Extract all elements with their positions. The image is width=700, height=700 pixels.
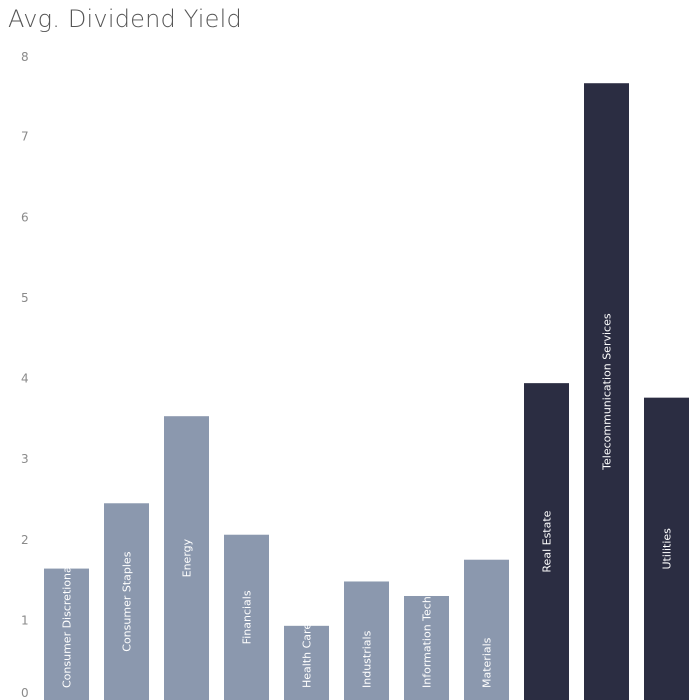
y-tick-label: 8 xyxy=(21,50,29,64)
bars-group xyxy=(44,83,689,700)
bar-category-label: Industrials xyxy=(361,630,374,688)
bar-category-label: Utilities xyxy=(661,528,674,570)
bar[interactable] xyxy=(284,625,329,700)
bar[interactable] xyxy=(224,534,269,700)
y-tick-label: 0 xyxy=(21,686,29,700)
y-tick-label: 6 xyxy=(21,210,29,224)
bar[interactable] xyxy=(584,83,629,700)
bar-labels-group: Consumer Discretionary Consumer Staples En… xyxy=(61,313,674,688)
y-tick-label: 7 xyxy=(21,130,29,144)
bar[interactable] xyxy=(644,397,689,700)
bar[interactable] xyxy=(44,568,89,700)
bar[interactable] xyxy=(164,416,209,700)
bar-category-label: Telecommunication Services xyxy=(601,313,614,471)
bar[interactable] xyxy=(464,559,509,700)
y-tick-label: 2 xyxy=(21,533,29,547)
y-tick-label: 5 xyxy=(21,291,29,305)
bar-category-label: Energy xyxy=(181,538,194,577)
bar[interactable] xyxy=(344,581,389,700)
y-tick-label: 1 xyxy=(21,613,29,627)
bar-category-label: Consumer Staples xyxy=(121,551,134,651)
y-tick-label: 4 xyxy=(21,372,29,386)
bar-category-label: Consumer Discretionary xyxy=(61,555,74,688)
bar[interactable] xyxy=(404,595,449,700)
y-axis: 0 1 2 3 4 5 6 7 8 xyxy=(21,50,29,700)
bar[interactable] xyxy=(104,503,149,700)
bar-category-label: Health Care xyxy=(301,623,314,688)
bar-category-label: Real Estate xyxy=(541,510,554,572)
bar-category-label: Financials xyxy=(241,590,254,644)
chart-title: Avg. Dividend Yield xyxy=(8,5,242,33)
bar[interactable] xyxy=(524,383,569,700)
y-tick-label: 3 xyxy=(21,452,29,466)
bar-category-label: Information Technolo xyxy=(421,572,434,688)
bar-category-label: Materials xyxy=(481,637,494,688)
